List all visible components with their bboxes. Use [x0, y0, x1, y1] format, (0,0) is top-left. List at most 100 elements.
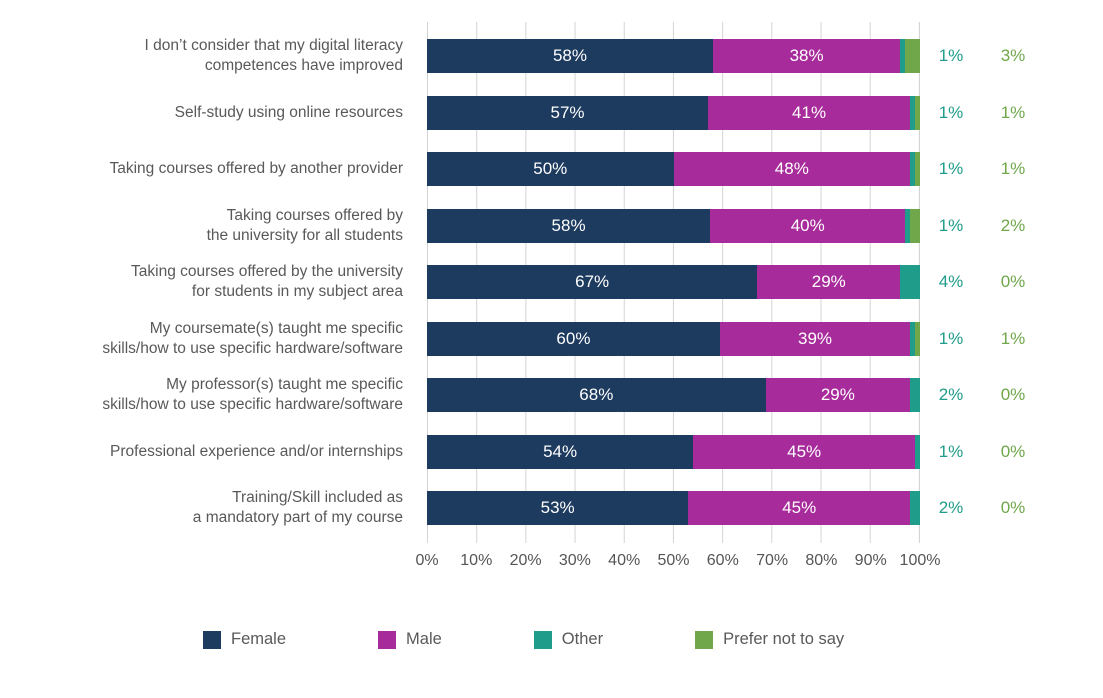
chart-row: I don’t consider that my digital literac…: [0, 28, 1103, 85]
bar-track: 53% 45%: [427, 491, 920, 526]
legend-swatch-prefer-not-to-say: [695, 630, 714, 649]
bar-segment-male: 38%: [712, 39, 901, 74]
bar-segment-other: [915, 434, 920, 469]
bar-segment-male: 39%: [719, 321, 911, 356]
category-label: My professor(s) taught me specific skills…: [102, 376, 403, 414]
bar-track: 54% 45%: [427, 434, 920, 469]
other-value-label: 1%: [938, 441, 964, 461]
bar-segment-other: [910, 321, 916, 356]
bar-segment-prefer-not-to-say: [905, 39, 920, 74]
x-tick: 20%: [509, 552, 542, 569]
chart-row: My coursemate(s) taught me specific skill…: [0, 311, 1103, 368]
bar-segment-female: 50%: [427, 152, 674, 187]
bar-segment-male: 45%: [688, 491, 911, 526]
category-label: Taking courses offered by the university …: [206, 206, 403, 244]
bar-track: 57% 41%: [427, 95, 920, 130]
legend-item-prefer-not-to-say: Prefer not to say: [695, 630, 844, 649]
bar-track: 68% 29%: [427, 378, 920, 413]
bar-segment-prefer-not-to-say: [910, 208, 920, 243]
x-tick: 50%: [657, 552, 690, 569]
legend-label: Other: [561, 630, 604, 648]
bar-segment-male: 29%: [765, 378, 911, 413]
bar-segment-female: 67%: [427, 265, 758, 300]
category-label: Professional experience and/or internshi…: [110, 442, 403, 460]
x-tick: 60%: [706, 552, 739, 569]
legend-swatch-male: [378, 630, 397, 649]
bar-segment-female: 53%: [427, 491, 689, 526]
bar-track: 58% 40%: [427, 208, 920, 243]
chart-row: My professor(s) taught me specific skills…: [0, 367, 1103, 424]
chart-rows: I don’t consider that my digital literac…: [0, 28, 1103, 537]
prefer-not-to-say-value-label: 3%: [1000, 46, 1026, 66]
prefer-not-to-say-value-label: 2%: [1000, 215, 1026, 235]
chart-row: Taking courses offered by the university…: [0, 254, 1103, 311]
other-value-label: 2%: [938, 385, 964, 405]
category-label: Self-study using online resources: [174, 103, 403, 121]
bar-segment-female: 58%: [427, 208, 711, 243]
category-label: Taking courses offered by the university…: [131, 263, 403, 301]
chart-row: Self-study using online resources 57% 41% 1…: [0, 85, 1103, 142]
bar-segment-male: 45%: [693, 434, 916, 469]
x-axis: 0% 10% 20% 30% 40% 50% 60% 70% 80% 90% 100%: [415, 552, 940, 574]
x-tick: 0%: [415, 552, 439, 569]
other-value-label: 1%: [938, 102, 964, 122]
bar-segment-female: 58%: [427, 39, 713, 74]
bar-segment-prefer-not-to-say: [915, 321, 920, 356]
legend-label: Female: [231, 630, 287, 648]
bar-track: 67% 29%: [427, 265, 920, 300]
bar-segment-other: [900, 265, 920, 300]
prefer-not-to-say-value-label: 0%: [1000, 385, 1026, 405]
bar-track: 50% 48%: [427, 152, 920, 187]
bar-segment-prefer-not-to-say: [915, 95, 920, 130]
prefer-not-to-say-value-label: 1%: [1000, 328, 1026, 348]
category-label: Taking courses offered by another provid…: [109, 160, 403, 178]
x-tick: 40%: [608, 552, 641, 569]
prefer-not-to-say-value-label: 0%: [1000, 441, 1026, 461]
x-tick: 70%: [756, 552, 789, 569]
legend-item-male: Male: [378, 630, 442, 649]
x-tick: 10%: [460, 552, 493, 569]
bar-track: 58% 38%: [427, 39, 920, 74]
prefer-not-to-say-value-label: 1%: [1000, 102, 1026, 122]
x-tick: 100%: [899, 552, 941, 569]
bar-segment-other: [900, 39, 906, 74]
legend-label: Male: [406, 630, 442, 648]
category-label: Training/Skill included as a mandatory pa…: [192, 489, 403, 527]
legend-swatch-female: [203, 630, 221, 649]
prefer-not-to-say-value-label: 0%: [1000, 498, 1026, 518]
category-label: My coursemate(s) taught me specific skill…: [102, 319, 403, 357]
bar-track: 60% 39%: [427, 321, 920, 356]
bar-segment-female: 68%: [427, 378, 766, 413]
bar-segment-male: 40%: [710, 208, 906, 243]
bar-segment-prefer-not-to-say: [915, 152, 920, 187]
bar-segment-female: 60%: [427, 321, 720, 356]
bar-segment-male: 41%: [708, 95, 911, 130]
other-value-label: 1%: [938, 215, 964, 235]
prefer-not-to-say-value-label: 1%: [1000, 159, 1026, 179]
bar-segment-other: [910, 491, 920, 526]
bar-segment-female: 57%: [427, 95, 708, 130]
bar-segment-other: [910, 378, 920, 413]
other-value-label: 1%: [938, 328, 964, 348]
other-value-label: 2%: [938, 498, 964, 518]
legend-swatch-other: [533, 630, 552, 649]
other-value-label: 4%: [938, 272, 964, 292]
other-value-label: 1%: [938, 46, 964, 66]
prefer-not-to-say-value-label: 0%: [1000, 272, 1026, 292]
bar-segment-other: [910, 152, 916, 187]
chart-row: Training/Skill included as a mandatory pa…: [0, 480, 1103, 537]
x-tick: 80%: [805, 552, 838, 569]
legend-label: Prefer not to say: [723, 630, 845, 648]
bar-segment-other: [905, 208, 911, 243]
legend-item-other: Other: [533, 630, 604, 649]
x-tick: 90%: [854, 552, 887, 569]
bar-segment-male: 29%: [757, 265, 901, 300]
legend-item-female: Female: [203, 630, 286, 649]
bar-segment-other: [910, 95, 916, 130]
bar-segment-male: 48%: [673, 152, 911, 187]
legend: Female Male Other Prefer not to say: [203, 630, 844, 649]
chart-row: Taking courses offered by the university …: [0, 198, 1103, 255]
other-value-label: 1%: [938, 159, 964, 179]
bar-segment-female: 54%: [427, 434, 694, 469]
category-label: I don’t consider that my digital literac…: [144, 37, 403, 75]
